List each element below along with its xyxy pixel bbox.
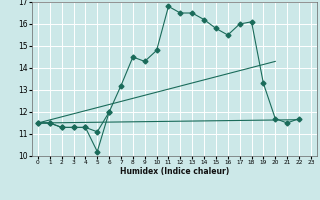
X-axis label: Humidex (Indice chaleur): Humidex (Indice chaleur) — [120, 167, 229, 176]
